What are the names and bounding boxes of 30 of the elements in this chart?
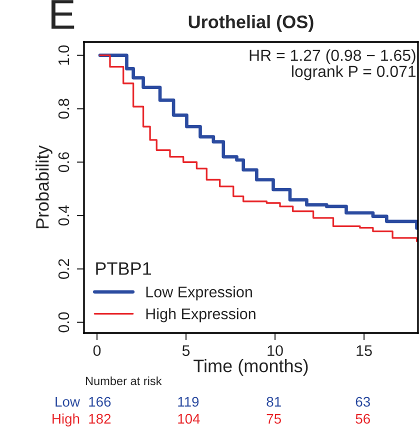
text: 63 — [356, 396, 370, 407]
y-tick-label: 0.4 — [58, 205, 70, 226]
y-tick-label: 0.0 — [58, 312, 70, 332]
y-tick-label: 1.0 — [58, 45, 70, 65]
text: 75 — [266, 414, 281, 424]
text: 182 — [89, 414, 111, 424]
legend-label: Low Expression — [146, 286, 252, 300]
x-axis-title: Time (months) — [194, 359, 308, 376]
y-tick-label: 0.8 — [58, 98, 70, 119]
text: 104 — [178, 414, 200, 424]
text: Low — [56, 397, 80, 407]
text: 119 — [178, 396, 199, 407]
text: E — [52, 0, 74, 29]
x-tick-label: 10 — [268, 345, 283, 356]
text: 81 — [266, 396, 281, 407]
annotation: logrank P = 0.071 — [292, 65, 416, 80]
y-axis-title: Probability — [36, 145, 52, 228]
x-tick-label: 0 — [93, 345, 101, 356]
x-tick-label: 15 — [356, 345, 372, 356]
y-tick-label: 0.2 — [58, 259, 70, 279]
text: Number at risk — [86, 376, 162, 386]
text: 166 — [89, 396, 111, 407]
y-tick-label: 0.6 — [58, 152, 70, 172]
legend-title: PTBP1 — [96, 262, 152, 275]
legend-label: High Expression — [146, 308, 256, 322]
x-tick-label: 5 — [182, 345, 190, 356]
annotation: HR = 1.27 (0.98 − 1.65) — [250, 49, 416, 64]
text: High — [52, 414, 80, 426]
chart-title: Urothelial (OS) — [188, 15, 314, 32]
text: 56 — [356, 414, 370, 424]
